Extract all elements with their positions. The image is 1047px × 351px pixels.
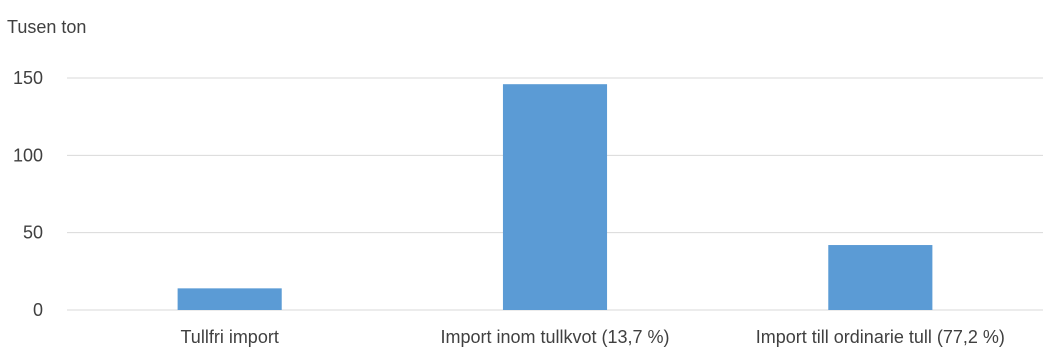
y-tick-label: 0 — [33, 300, 43, 320]
bar — [177, 288, 282, 310]
bar — [828, 245, 933, 310]
bars — [177, 84, 933, 310]
y-tick-label: 50 — [23, 223, 43, 243]
bar — [502, 84, 608, 310]
x-axis-labels: Tullfri import Import inom tullkvot (13,7… — [180, 327, 1004, 347]
x-tick-label: Tullfri import — [180, 327, 278, 347]
x-tick-label: Import till ordinarie tull (77,2 %) — [756, 327, 1005, 347]
y-tick-label: 100 — [13, 145, 43, 165]
unit-label: Tusen ton — [7, 17, 86, 37]
x-tick-label: Import inom tullkvot (13,7 %) — [440, 327, 669, 347]
y-tick-label: 150 — [13, 68, 43, 88]
y-axis-ticks: 0 50 100 150 — [13, 68, 43, 320]
